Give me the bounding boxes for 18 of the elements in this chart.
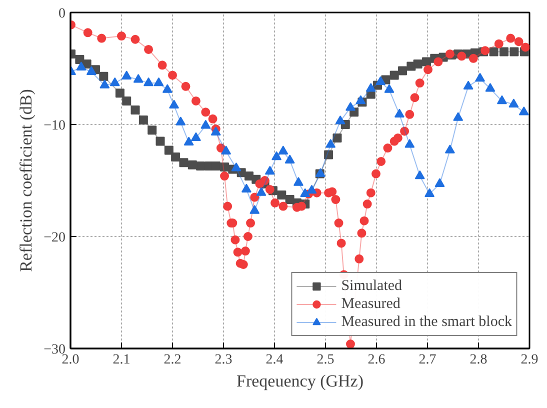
x-tick-label: 2.5 <box>316 352 334 368</box>
y-tick-label: 0 <box>58 6 66 22</box>
x-tick-label: 2.7 <box>418 352 436 368</box>
legend-label: Simulated <box>341 277 402 295</box>
y-axis-title: Reflection coefficient (dB) <box>16 89 36 272</box>
x-tick-label: 2.8 <box>470 352 488 368</box>
x-tick-label: 2.1 <box>112 352 130 368</box>
legend-label: Measured <box>341 295 400 313</box>
x-tick-label: 2.9 <box>520 352 538 368</box>
x-tick-label: 2.4 <box>266 352 284 368</box>
x-tick-label: 2.2 <box>164 352 182 368</box>
y-tick-label: −10 <box>44 118 66 134</box>
legend-label: Measured in the smart block <box>341 313 512 331</box>
x-tick-label: 2.6 <box>368 352 386 368</box>
y-tick-label: −20 <box>44 230 66 246</box>
x-tick-label: 2.3 <box>214 352 232 368</box>
x-axis-title: Freqeuency (GHz) <box>236 372 364 390</box>
x-tick-label: 2.0 <box>62 352 80 368</box>
